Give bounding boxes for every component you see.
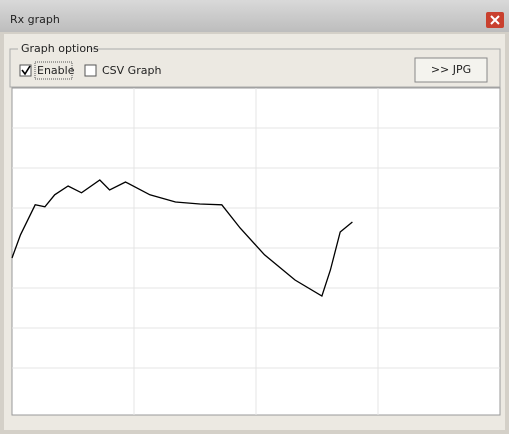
button-label: >> JPG [431,63,471,76]
group-label: Graph options [21,42,99,55]
window: Rx graph Graph options Enable CSV Graph … [0,0,509,434]
checkbox-label: Enable [37,64,75,77]
title-bar [0,0,509,32]
checkbox[interactable]: Enable [20,62,75,79]
checkbox-box [85,65,96,76]
page: Rx graph Graph options Enable CSV Graph … [0,0,509,434]
checkbox[interactable]: CSV Graph [85,64,161,77]
checkbox-label: CSV Graph [102,64,161,77]
window-title: Rx graph [10,13,60,26]
